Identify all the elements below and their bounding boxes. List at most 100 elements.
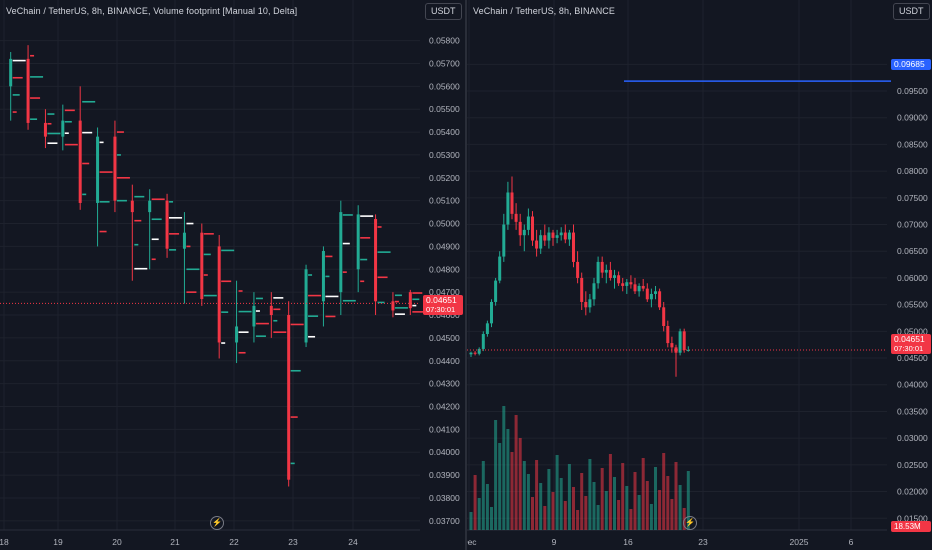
left-candle-body bbox=[43, 122, 47, 137]
left-candle-body bbox=[78, 120, 82, 203]
right-last-price-tag: 0.04651 07:30:01 bbox=[891, 334, 931, 354]
right-x-tick-label: 2025 bbox=[790, 537, 809, 547]
left-footprint-row bbox=[203, 274, 208, 276]
left-currency-button[interactable]: USDT bbox=[425, 3, 462, 20]
left-y-tick-label: 0.04800 bbox=[429, 264, 460, 274]
right-volume-bar bbox=[490, 507, 493, 530]
left-candle-body bbox=[200, 232, 204, 300]
left-footprint-row bbox=[255, 310, 260, 312]
left-footprint-row bbox=[377, 251, 391, 253]
left-y-tick-label: 0.04700 bbox=[429, 287, 460, 297]
left-footprint-row bbox=[342, 271, 347, 273]
left-x-tick-label: 22 bbox=[229, 537, 239, 547]
left-candle-body bbox=[408, 292, 412, 309]
left-chart-pane[interactable]: 0.05800 0.05700 0.05600 0.05500 0.05400 0.053… bbox=[0, 0, 466, 550]
left-candle-body bbox=[96, 136, 100, 203]
left-footprint-row bbox=[169, 201, 174, 203]
left-footprint-row bbox=[116, 199, 127, 202]
left-footprint-row bbox=[64, 109, 75, 112]
right-candle-body bbox=[666, 326, 670, 344]
left-last-price: 0.04651 bbox=[426, 295, 457, 305]
left-footprint-row bbox=[30, 97, 41, 99]
left-footprint-row bbox=[203, 233, 214, 235]
right-candle-body bbox=[506, 192, 510, 225]
left-footprint-row bbox=[342, 299, 356, 302]
right-y-tick-label: 0.07000 bbox=[897, 220, 928, 230]
left-footprint-row bbox=[394, 313, 405, 315]
right-volume-bar bbox=[686, 471, 690, 530]
right-y-tick-label: 0.06500 bbox=[897, 246, 928, 256]
right-volume-bar bbox=[502, 406, 506, 530]
right-volume-bar bbox=[617, 500, 621, 530]
left-y-tick-label: 0.04600 bbox=[429, 310, 460, 320]
left-footprint-row bbox=[308, 294, 322, 297]
left-candle-body bbox=[339, 212, 343, 293]
right-volume-bar bbox=[649, 504, 653, 530]
left-y-tick-label: 0.04500 bbox=[429, 333, 460, 343]
right-candle-body bbox=[563, 232, 567, 240]
left-y-tick-label: 0.03800 bbox=[429, 493, 460, 503]
left-y-tick-label: 0.05200 bbox=[429, 173, 460, 183]
left-candle-body bbox=[9, 58, 13, 87]
right-candle-body bbox=[531, 216, 534, 241]
left-footprint-row bbox=[47, 142, 58, 145]
left-lightning-icon[interactable]: ⚡ bbox=[210, 516, 224, 530]
right-volume-bar bbox=[494, 420, 498, 530]
left-footprint-row bbox=[116, 177, 130, 179]
right-candle-body bbox=[637, 285, 641, 292]
left-y-tick-label: 0.03700 bbox=[429, 516, 460, 526]
left-footprint-row bbox=[82, 100, 96, 103]
left-footprint-row bbox=[221, 280, 232, 283]
left-candle-body bbox=[252, 305, 256, 327]
right-volume-bar bbox=[584, 496, 588, 530]
right-candle-body bbox=[682, 331, 686, 351]
right-candle-body bbox=[629, 282, 633, 285]
left-y-tick-label: 0.04400 bbox=[429, 356, 460, 366]
right-volume-bar bbox=[580, 473, 584, 530]
left-footprint-row bbox=[186, 245, 191, 248]
left-candle-body bbox=[182, 232, 186, 249]
left-footprint-row bbox=[273, 331, 287, 333]
right-currency-button[interactable]: USDT bbox=[893, 3, 930, 20]
right-y-tick-label: 0.02500 bbox=[897, 460, 928, 470]
right-volume-bar bbox=[596, 505, 600, 530]
left-candle-body bbox=[61, 120, 65, 137]
right-x-tick-label: 16 bbox=[623, 537, 633, 547]
right-volume-bar bbox=[522, 461, 526, 530]
right-volume-bar bbox=[551, 492, 555, 530]
right-chart-pane[interactable]: 0.100000.095000.090000.085000.080000.075… bbox=[466, 0, 932, 550]
pane-divider[interactable] bbox=[465, 0, 466, 550]
left-footprint-row bbox=[360, 237, 371, 239]
right-candle-body bbox=[514, 213, 518, 222]
right-candle-body bbox=[670, 343, 674, 348]
right-y-tick-label: 0.08000 bbox=[897, 166, 928, 176]
left-candle-body bbox=[356, 214, 360, 270]
right-candle-body bbox=[576, 261, 580, 278]
right-volume-bar bbox=[518, 438, 522, 530]
right-candle-body bbox=[592, 283, 596, 300]
left-footprint-row bbox=[360, 280, 365, 283]
right-volume-bar bbox=[498, 443, 502, 530]
right-volume-bar bbox=[473, 475, 477, 530]
right-volume-bar bbox=[658, 490, 662, 530]
left-footprint-row bbox=[238, 351, 246, 354]
right-lightning-icon[interactable]: ⚡ bbox=[683, 516, 697, 530]
left-footprint-row bbox=[134, 243, 139, 246]
right-candle-body bbox=[625, 282, 629, 286]
right-y-tick-label: 0.05500 bbox=[897, 300, 928, 310]
left-footprint-row bbox=[273, 297, 284, 299]
right-volume-bar bbox=[572, 487, 575, 530]
right-candlestick-chart[interactable]: 0.100000.095000.090000.085000.080000.075… bbox=[467, 0, 932, 550]
right-y-tick-label: 0.09000 bbox=[897, 113, 928, 123]
right-candle-body bbox=[641, 285, 645, 289]
left-x-tick-label: 20 bbox=[112, 537, 122, 547]
right-candle-body bbox=[567, 232, 571, 240]
right-candle-body bbox=[526, 216, 530, 230]
left-footprint-row bbox=[12, 94, 20, 96]
right-candle-body bbox=[498, 256, 502, 281]
right-y-tick-label: 0.09500 bbox=[897, 86, 928, 96]
right-volume-bar bbox=[600, 468, 604, 530]
right-candle-body bbox=[485, 323, 489, 335]
left-footprint-chart[interactable]: 0.05800 0.05700 0.05600 0.05500 0.05400 0.053… bbox=[0, 0, 466, 550]
right-volume-bar bbox=[563, 501, 567, 530]
